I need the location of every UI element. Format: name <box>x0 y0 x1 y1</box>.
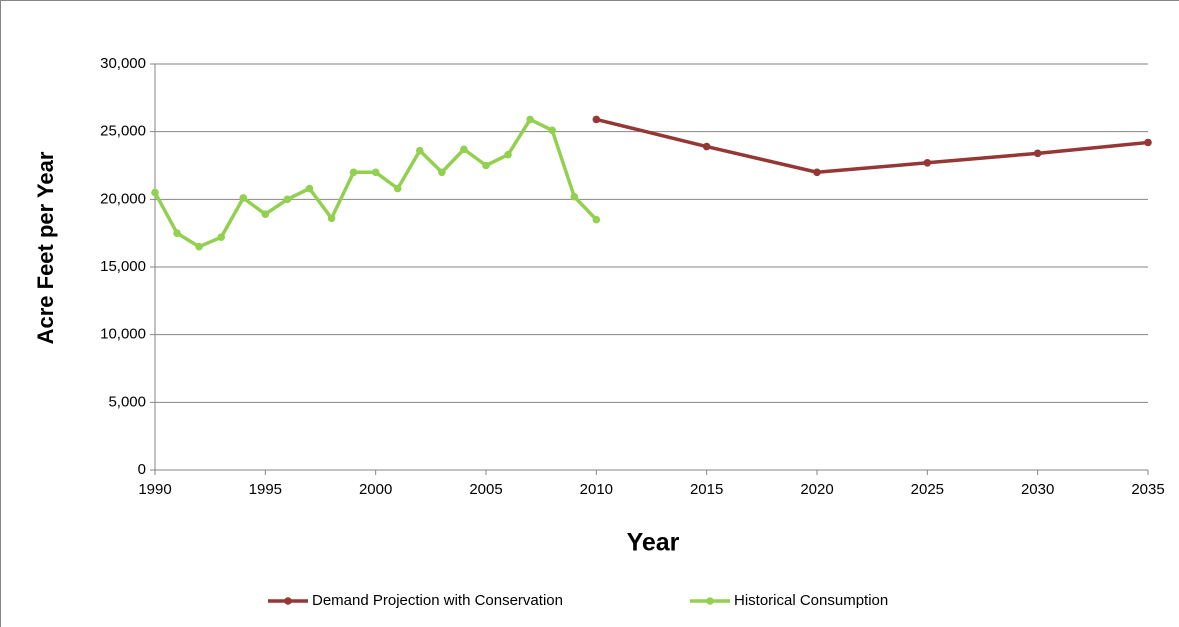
x-tick-label: 2000 <box>359 481 392 498</box>
point <box>371 168 380 177</box>
point <box>1033 149 1042 158</box>
point <box>239 194 248 202</box>
point <box>261 210 270 219</box>
point <box>482 161 490 170</box>
point <box>460 145 468 154</box>
x-tick-label: 2015 <box>690 481 723 498</box>
y-tick-label: 30,000 <box>100 55 146 72</box>
point <box>416 146 424 155</box>
y-axis-title: Acre Feet per Year <box>33 151 58 344</box>
x-tick-label: 2030 <box>1021 481 1054 498</box>
x-tick-label: 2035 <box>1131 481 1164 498</box>
point <box>923 158 932 167</box>
x-tick-label: 2025 <box>911 481 944 498</box>
x-tick-label: 2020 <box>800 481 833 498</box>
point <box>504 150 512 159</box>
point <box>217 233 225 242</box>
x-tick-label: 2005 <box>469 481 502 498</box>
point <box>570 192 579 201</box>
y-tick-label: 15,000 <box>100 258 146 275</box>
y-tick-label: 10,000 <box>100 326 146 343</box>
y-tick-label: 0 <box>138 461 146 478</box>
legend-label: Historical Consumption <box>734 592 888 609</box>
legend-label: Demand Projection with Conservation <box>312 592 563 609</box>
point <box>592 215 601 224</box>
series-line <box>595 117 1149 175</box>
point <box>393 184 402 193</box>
point <box>438 168 446 177</box>
point <box>173 229 181 237</box>
y-tick-label: 20,000 <box>100 190 146 207</box>
point <box>195 242 203 251</box>
point <box>526 115 534 124</box>
point <box>349 168 358 177</box>
point <box>1144 138 1152 147</box>
x-tick-label: 1995 <box>249 481 282 498</box>
point <box>702 142 711 151</box>
point <box>592 115 601 124</box>
point <box>305 184 314 193</box>
point <box>813 168 821 177</box>
y-tick-label: 25,000 <box>100 123 146 140</box>
legend-marker <box>284 597 292 605</box>
x-axis-title: Year <box>627 529 680 557</box>
x-tick-label: 1990 <box>138 481 171 498</box>
x-tick-label: 2010 <box>580 481 613 498</box>
y-tick-label: 5,000 <box>108 393 146 410</box>
point <box>283 195 292 204</box>
legend-marker <box>706 597 714 605</box>
point <box>151 188 159 197</box>
point <box>327 214 336 223</box>
point <box>548 126 556 135</box>
